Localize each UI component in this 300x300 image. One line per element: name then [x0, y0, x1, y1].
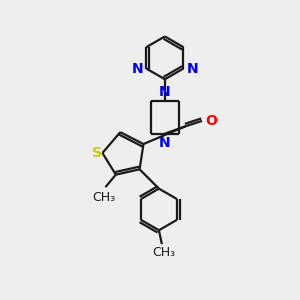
Text: S: S	[92, 146, 102, 160]
Text: N: N	[159, 136, 171, 150]
Text: N: N	[186, 61, 198, 76]
Text: N: N	[159, 85, 171, 99]
Text: N: N	[132, 61, 143, 76]
Text: CH₃: CH₃	[92, 191, 116, 204]
Text: O: O	[206, 114, 218, 128]
Text: CH₃: CH₃	[152, 246, 175, 259]
